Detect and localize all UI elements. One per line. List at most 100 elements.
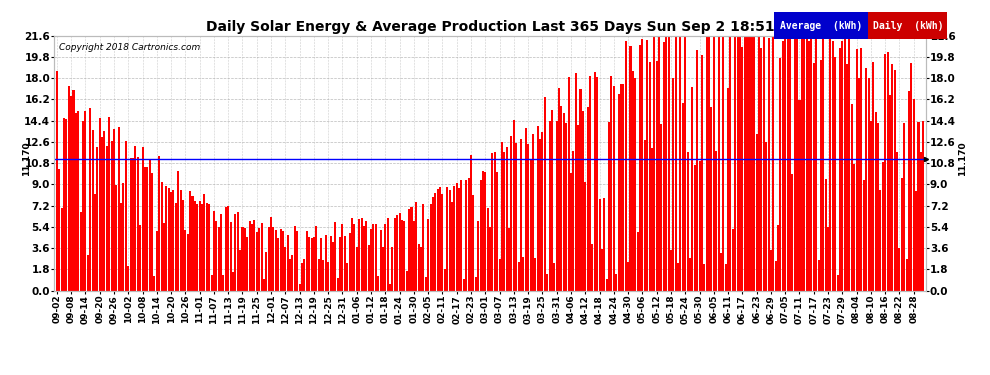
- Bar: [387, 218, 389, 291]
- Bar: [520, 139, 522, 291]
- Bar: [299, 284, 301, 291]
- Bar: [215, 221, 218, 291]
- Bar: [225, 207, 227, 291]
- Bar: [446, 187, 448, 291]
- Bar: [539, 139, 542, 291]
- Bar: [84, 111, 86, 291]
- Bar: [887, 52, 889, 291]
- Bar: [587, 107, 589, 291]
- Bar: [874, 112, 877, 291]
- Bar: [648, 62, 650, 291]
- Bar: [865, 68, 867, 291]
- Bar: [191, 196, 193, 291]
- Bar: [358, 219, 360, 291]
- Bar: [777, 225, 779, 291]
- Bar: [708, 37, 710, 291]
- Bar: [837, 275, 839, 291]
- Bar: [399, 213, 401, 291]
- Bar: [291, 255, 293, 291]
- Bar: [313, 237, 315, 291]
- Bar: [132, 158, 134, 291]
- Bar: [906, 259, 908, 291]
- Bar: [318, 259, 320, 291]
- Text: Daily  (kWh): Daily (kWh): [872, 21, 943, 31]
- Bar: [567, 77, 569, 291]
- Bar: [644, 140, 645, 291]
- Bar: [630, 46, 632, 291]
- Bar: [301, 263, 303, 291]
- Bar: [148, 159, 150, 291]
- Bar: [323, 260, 325, 291]
- Bar: [213, 211, 215, 291]
- Bar: [427, 219, 430, 291]
- Bar: [460, 180, 462, 291]
- Bar: [801, 37, 803, 291]
- Bar: [613, 86, 615, 291]
- Bar: [791, 174, 793, 291]
- Bar: [618, 94, 620, 291]
- Bar: [189, 191, 191, 291]
- Bar: [601, 249, 603, 291]
- Bar: [846, 64, 848, 291]
- Bar: [732, 229, 734, 291]
- Bar: [82, 122, 84, 291]
- Bar: [818, 260, 820, 291]
- Bar: [442, 194, 444, 291]
- Bar: [899, 248, 901, 291]
- Bar: [125, 141, 127, 291]
- Bar: [379, 230, 381, 291]
- Bar: [535, 258, 537, 291]
- Bar: [455, 183, 457, 291]
- Bar: [479, 180, 481, 291]
- Bar: [715, 151, 717, 291]
- Bar: [55, 71, 57, 291]
- Bar: [251, 224, 253, 291]
- Bar: [584, 182, 586, 291]
- Bar: [627, 262, 629, 291]
- Bar: [632, 71, 634, 291]
- Bar: [489, 226, 491, 291]
- Bar: [558, 88, 560, 291]
- Bar: [753, 37, 755, 291]
- Bar: [167, 188, 169, 291]
- Bar: [813, 63, 815, 291]
- Bar: [153, 276, 155, 291]
- Bar: [750, 37, 753, 291]
- Bar: [277, 238, 279, 291]
- Bar: [165, 186, 167, 291]
- Bar: [703, 264, 705, 291]
- Bar: [453, 186, 455, 291]
- Bar: [72, 90, 74, 291]
- Bar: [760, 48, 762, 291]
- Text: 11.170: 11.170: [22, 141, 31, 176]
- Bar: [544, 98, 545, 291]
- Bar: [65, 120, 67, 291]
- Title: Daily Solar Energy & Average Production Last 365 Days Sun Sep 2 18:51: Daily Solar Energy & Average Production …: [206, 21, 774, 34]
- Bar: [477, 221, 479, 291]
- Bar: [184, 230, 186, 291]
- Bar: [372, 224, 374, 291]
- Bar: [615, 274, 617, 291]
- Bar: [913, 99, 915, 291]
- Bar: [96, 147, 98, 291]
- Bar: [635, 78, 637, 291]
- Bar: [537, 126, 539, 291]
- Bar: [172, 190, 174, 291]
- Bar: [546, 274, 548, 291]
- Bar: [60, 209, 62, 291]
- Bar: [375, 224, 377, 291]
- Bar: [444, 269, 446, 291]
- Bar: [130, 158, 132, 291]
- Bar: [160, 182, 162, 291]
- Bar: [882, 162, 884, 291]
- Bar: [79, 212, 81, 291]
- Bar: [815, 37, 817, 291]
- Bar: [920, 152, 922, 291]
- Bar: [142, 147, 144, 291]
- Bar: [855, 49, 857, 291]
- Bar: [144, 167, 146, 291]
- Bar: [496, 172, 498, 291]
- Bar: [577, 125, 579, 291]
- Bar: [637, 232, 639, 291]
- Bar: [494, 153, 496, 291]
